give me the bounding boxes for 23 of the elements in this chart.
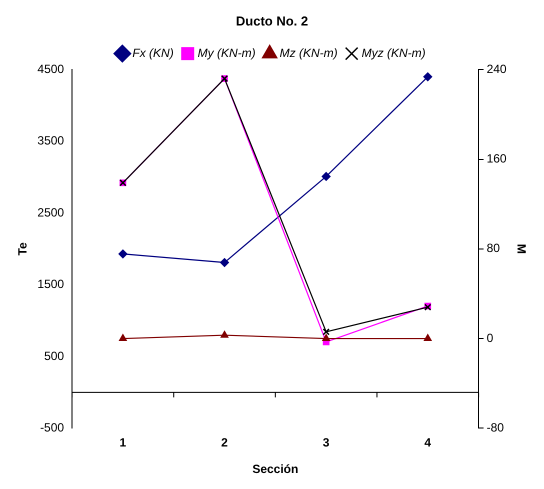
- x-axis-title: Sección: [252, 462, 298, 476]
- x-tick-label: 1: [120, 436, 127, 450]
- y-tick-label: 3500: [37, 134, 64, 148]
- y2-tick-label: 240: [486, 62, 507, 76]
- y2-tick-label: 160: [486, 152, 507, 166]
- y-tick-label: 1500: [37, 277, 64, 292]
- y-tick-label: 500: [44, 348, 64, 363]
- legend-label: Fx (KN): [132, 46, 174, 60]
- chart-title: Ducto No. 2: [236, 13, 308, 28]
- y2-tick-label: 0: [486, 330, 494, 345]
- y-tick-label: -500: [40, 420, 64, 435]
- y2-axis-title: M: [514, 244, 528, 254]
- y-axis-title: Te: [16, 242, 30, 256]
- x-tick-label: 4: [424, 436, 432, 450]
- legend-label: My (KN-m): [198, 46, 256, 60]
- y-tick-label: 2500: [37, 205, 64, 220]
- x-tick-label: 2: [221, 436, 228, 450]
- x-tick-label: 3: [322, 436, 330, 450]
- y-tick-label: 4500: [37, 62, 64, 76]
- legend-label: Myz (KN-m): [362, 46, 426, 60]
- legend-label: Mz (KN-m): [280, 46, 338, 60]
- y2-tick-label: 80: [486, 241, 500, 256]
- y2-tick-label: -80: [486, 420, 504, 435]
